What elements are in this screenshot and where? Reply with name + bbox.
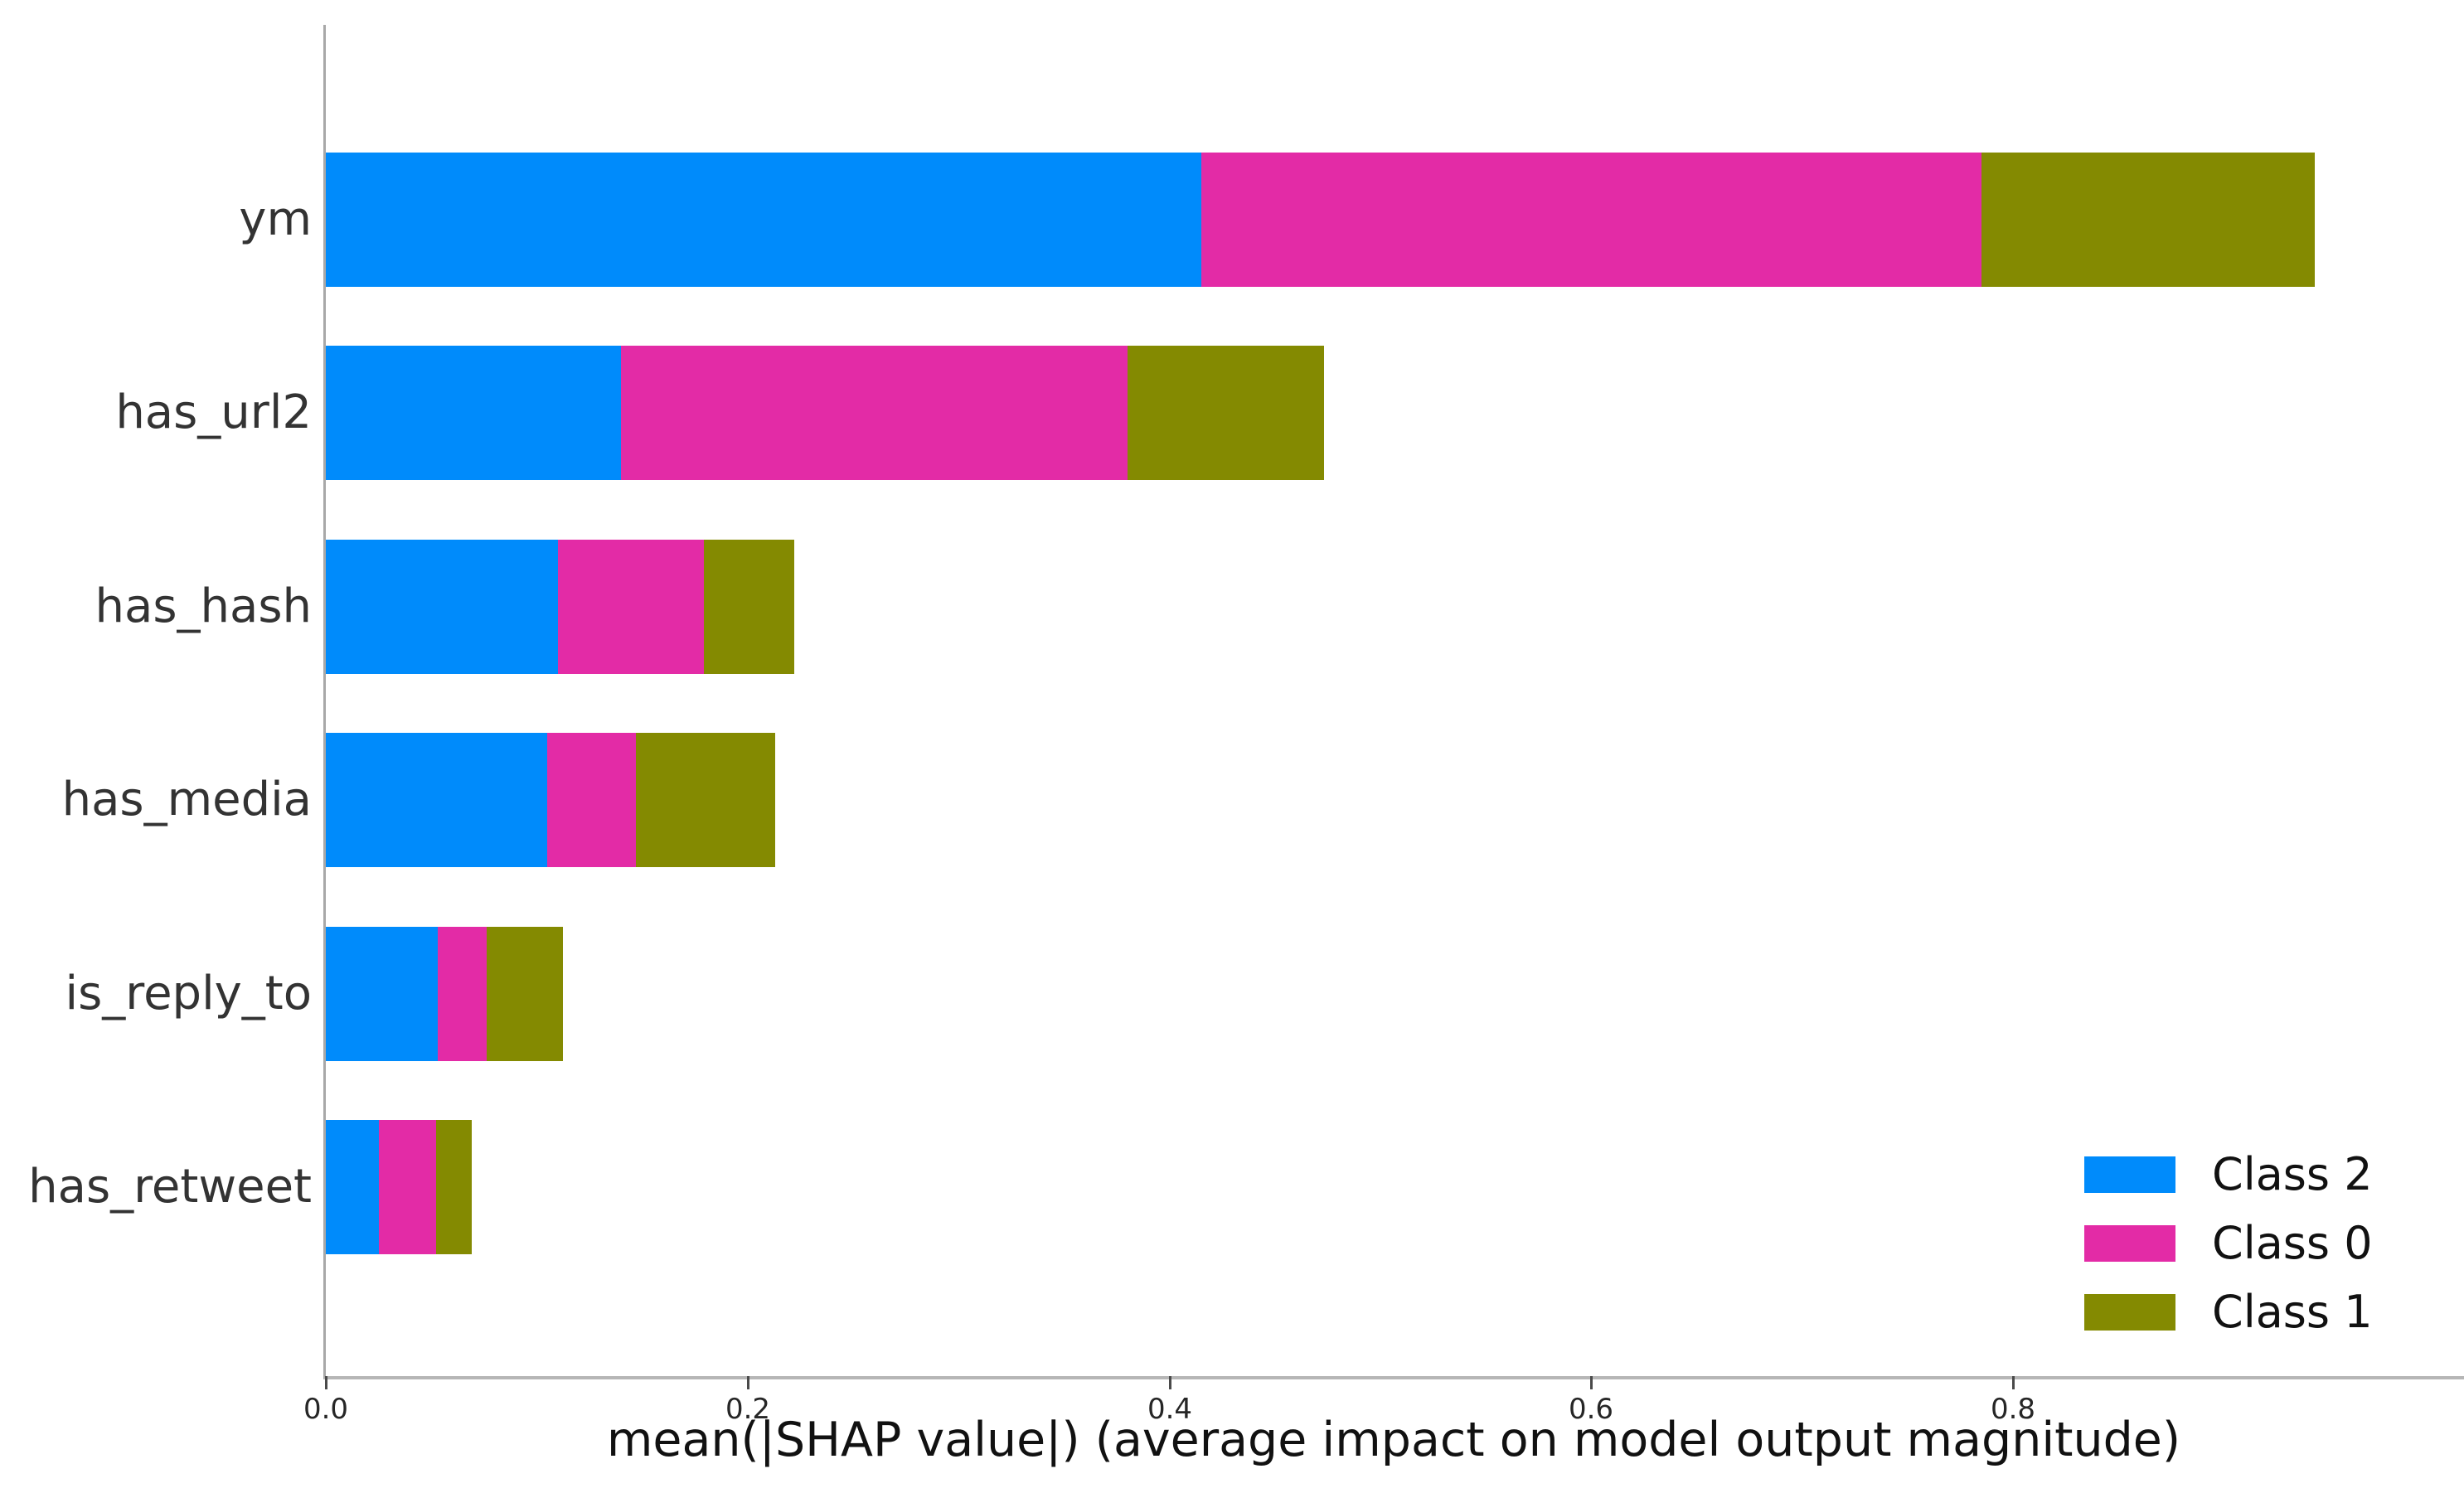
bar-row	[326, 1120, 472, 1254]
bar-segment	[636, 733, 775, 867]
y-tick-label: has_url2	[115, 385, 312, 439]
bar-segment	[547, 733, 636, 867]
bar-segment	[326, 153, 1201, 287]
bar-segment	[379, 1120, 436, 1254]
bar-segment	[436, 1120, 472, 1254]
y-tick-label: has_media	[61, 773, 312, 826]
x-tick-mark	[2012, 1376, 2015, 1389]
x-tick-label: 0.8	[1990, 1393, 2036, 1426]
legend-entry: Class 2	[2084, 1152, 2373, 1197]
legend-swatch	[2084, 1225, 2175, 1262]
y-tick-label: has_retweet	[28, 1160, 312, 1214]
x-tick-label: 0.6	[1568, 1393, 1614, 1426]
x-tick-mark	[1169, 1376, 1171, 1389]
bar-segment	[438, 927, 487, 1061]
legend-entry: Class 1	[2084, 1290, 2373, 1335]
legend-swatch	[2084, 1156, 2175, 1193]
bar-row	[326, 733, 775, 867]
legend: Class 2 Class 0 Class 1	[2084, 1152, 2373, 1359]
bar-segment	[1201, 153, 1981, 287]
bar-segment	[1128, 346, 1324, 480]
bar-segment	[326, 1120, 379, 1254]
legend-label: Class 1	[2212, 1286, 2373, 1338]
bar-segment	[704, 540, 794, 674]
legend-swatch	[2084, 1294, 2175, 1331]
bar-segment	[1981, 153, 2315, 287]
bar-row	[326, 153, 2315, 287]
x-tick-mark	[747, 1376, 749, 1389]
x-tick-label: 0.0	[303, 1393, 349, 1426]
y-tick-label: has_hash	[95, 579, 312, 633]
bar-row	[326, 927, 563, 1061]
plot-area	[323, 25, 2464, 1379]
bar-row	[326, 346, 1324, 480]
legend-label: Class 2	[2212, 1148, 2373, 1200]
bar-segment	[487, 927, 563, 1061]
x-tick-label: 0.4	[1147, 1393, 1193, 1426]
bar-segment	[326, 346, 621, 480]
y-tick-label: is_reply_to	[65, 967, 312, 1020]
x-tick-label: 0.2	[725, 1393, 771, 1426]
x-tick-mark	[1590, 1376, 1593, 1389]
bar-segment	[326, 927, 438, 1061]
bar-segment	[621, 346, 1128, 480]
legend-entry: Class 0	[2084, 1221, 2373, 1266]
bar-segment	[326, 540, 558, 674]
bar-segment	[558, 540, 704, 674]
x-tick-mark	[325, 1376, 327, 1389]
bar-segment	[326, 733, 547, 867]
legend-label: Class 0	[2212, 1217, 2373, 1269]
x-axis-label: mean(|SHAP value|) (average impact on mo…	[606, 1413, 2181, 1467]
x-axis-ticks: 0.0 0.2 0.4 0.6 0.8	[303, 0, 2464, 1493]
bar-row	[326, 540, 794, 674]
y-tick-label: ym	[239, 192, 312, 246]
